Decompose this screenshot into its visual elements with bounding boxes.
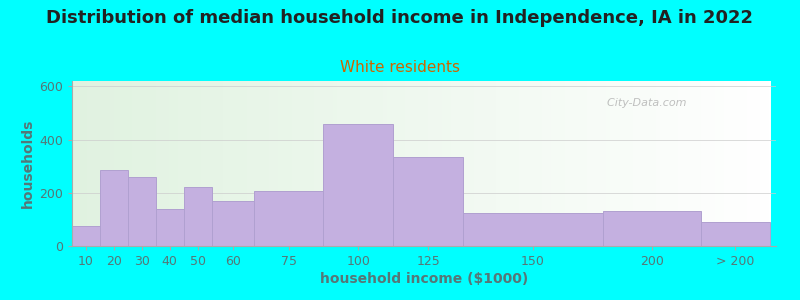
Bar xyxy=(701,222,770,246)
Bar xyxy=(323,124,394,246)
Text: Distribution of median household income in Independence, IA in 2022: Distribution of median household income … xyxy=(46,9,754,27)
Bar xyxy=(100,170,128,246)
Y-axis label: households: households xyxy=(21,119,35,208)
Bar xyxy=(212,201,254,246)
Bar xyxy=(463,213,602,246)
Bar xyxy=(602,212,701,246)
Bar xyxy=(156,209,184,246)
X-axis label: household income ($1000): household income ($1000) xyxy=(320,272,528,286)
Text: City-Data.com: City-Data.com xyxy=(600,98,686,107)
Bar xyxy=(394,157,463,246)
Bar xyxy=(184,188,212,246)
Bar xyxy=(254,191,323,246)
Bar xyxy=(128,177,156,246)
Text: White residents: White residents xyxy=(340,60,460,75)
Bar xyxy=(72,226,100,246)
